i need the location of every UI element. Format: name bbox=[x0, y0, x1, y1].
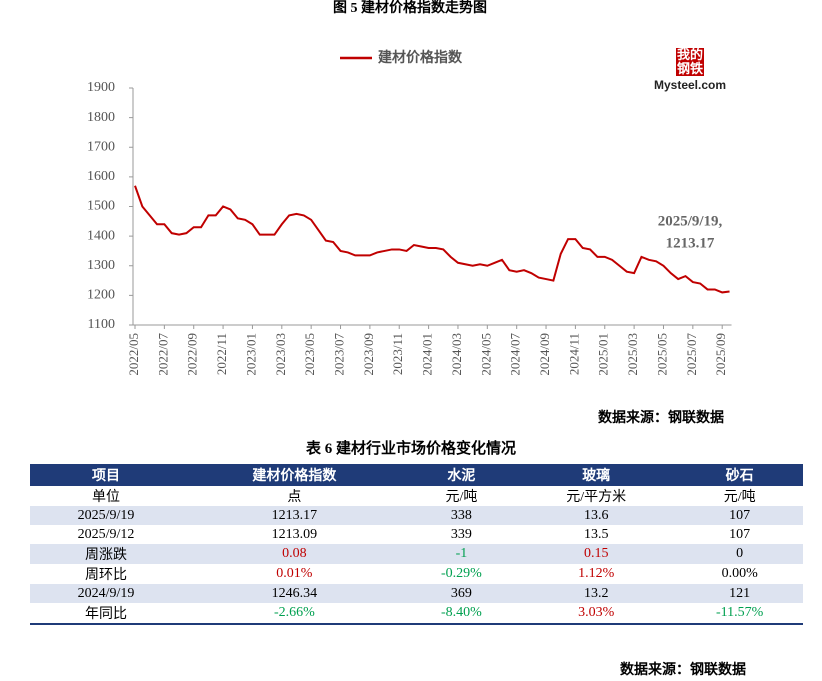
table-cell: 0.15 bbox=[583, 546, 609, 561]
table-cell: 338 bbox=[450, 507, 472, 523]
y-tick-label: 1700 bbox=[87, 139, 115, 154]
table-cell: 1213.09 bbox=[271, 526, 318, 542]
x-tick-label: 2025/03 bbox=[625, 333, 640, 376]
x-tick-label: 2023/11 bbox=[390, 333, 405, 375]
table-cell: 107 bbox=[729, 526, 751, 542]
table-cell: 13.2 bbox=[583, 585, 609, 601]
table-cell: 0.08 bbox=[282, 546, 307, 561]
annotation: 1213.17 bbox=[666, 235, 715, 251]
table-cell: 0.00% bbox=[721, 566, 758, 581]
table-row: 年同比 -2.66% -8.40% 3.03% -11.57% bbox=[30, 603, 803, 624]
y-tick-label: 1300 bbox=[87, 258, 115, 273]
table-cell: 2024/9/19 bbox=[77, 585, 135, 601]
table-cell: 点 bbox=[287, 490, 302, 505]
x-tick-label: 2024/09 bbox=[537, 333, 552, 376]
table-cell: 元/吨 bbox=[445, 490, 478, 505]
logo: 我的钢铁 Mysteel.com bbox=[650, 47, 730, 93]
x-tick-label: 2022/05 bbox=[126, 333, 141, 376]
x-tick-label: 2023/01 bbox=[243, 333, 258, 376]
table-cell: 0 bbox=[736, 546, 744, 561]
table-cell: -0.29% bbox=[441, 566, 482, 581]
legend-label: 建材价格指数 bbox=[378, 49, 463, 66]
table-cell: 周涨跌 bbox=[84, 548, 127, 563]
y-tick-label: 1800 bbox=[87, 110, 115, 125]
table-cell: -11.57% bbox=[716, 605, 764, 620]
table-cell: 369 bbox=[450, 585, 472, 601]
table-cell: 2025/9/19 bbox=[77, 507, 135, 523]
table-cell: 单位 bbox=[91, 490, 120, 505]
table-row: 2025/9/19 1213.17 338 13.6 107 bbox=[30, 506, 803, 525]
x-tick-label: 2023/03 bbox=[273, 333, 288, 376]
series-line bbox=[134, 185, 730, 294]
source: 数据来源：钢联数据 bbox=[598, 409, 724, 426]
header-cell: 建材价格指数 bbox=[252, 469, 337, 484]
table-cell: -1 bbox=[455, 546, 468, 561]
footer-source: 数据来源：钢联数据 bbox=[620, 663, 746, 678]
y-tick-label: 1500 bbox=[87, 199, 115, 214]
y-tick-label: 1600 bbox=[87, 169, 115, 184]
x-tick-label: 2022/07 bbox=[155, 333, 170, 376]
y-tick-label: 1200 bbox=[87, 288, 115, 303]
table-cell: 元/吨 bbox=[723, 490, 756, 505]
table-cell: 年同比 bbox=[84, 607, 127, 622]
header-cell: 玻璃 bbox=[582, 469, 611, 484]
table-row: 2025/9/12 1213.09 339 13.5 107 bbox=[30, 525, 803, 544]
y-tick-label: 1900 bbox=[87, 80, 115, 95]
table: 项目 建材价格指数 水泥 玻璃 砂石单位 点 元/吨 元/平方米 元/吨 2025/9/19 121… bbox=[30, 464, 803, 625]
table-cell: 3.03% bbox=[578, 605, 615, 620]
table-row: 2024/9/19 1246.34 369 13.2 121 bbox=[30, 584, 803, 603]
header-cell: 水泥 bbox=[447, 469, 476, 484]
x-tick-label: 2023/09 bbox=[361, 333, 376, 376]
table-cell: 107 bbox=[729, 507, 751, 523]
table-cell: 周环比 bbox=[84, 568, 127, 583]
table-title: 表 6 建材行业市场价格变化情况 bbox=[305, 441, 516, 457]
figure-title: 图 5 建材价格指数走势图 bbox=[333, 0, 487, 16]
table-cell: 339 bbox=[450, 526, 472, 542]
x-tick-label: 2022/11 bbox=[214, 333, 229, 375]
x-tick-label: 2024/03 bbox=[449, 333, 464, 376]
x-tick-label: 2025/07 bbox=[684, 333, 699, 376]
table-cell: 1.12% bbox=[578, 566, 615, 581]
annotation: 2025/9/19, bbox=[658, 213, 723, 229]
table-row: 周环比 0.01% -0.29% 1.12% 0.00% bbox=[30, 564, 803, 584]
table-cell: 1213.17 bbox=[271, 507, 318, 523]
x-tick-label: 2024/05 bbox=[478, 333, 493, 376]
logo-mark: 我的钢铁 bbox=[676, 47, 704, 76]
header-cell: 砂石 bbox=[725, 469, 754, 484]
x-tick-label: 2023/05 bbox=[302, 333, 317, 376]
x-tick-label: 2025/09 bbox=[713, 333, 728, 376]
table-cell: 121 bbox=[729, 585, 751, 601]
x-tick-label: 2024/07 bbox=[508, 333, 523, 376]
table-cell: 13.5 bbox=[583, 526, 609, 542]
y-tick-label: 1400 bbox=[87, 228, 115, 243]
x-tick-label: 2025/01 bbox=[596, 333, 611, 376]
x-tick-label: 2022/09 bbox=[185, 333, 200, 376]
x-tick-label: 2024/11 bbox=[566, 333, 581, 375]
table-cell: -2.66% bbox=[273, 605, 315, 620]
table-cell: 元/平方米 bbox=[566, 490, 627, 505]
table-cell: 1246.34 bbox=[271, 585, 318, 601]
x-tick-label: 2023/07 bbox=[332, 333, 347, 376]
table-row: 周涨跌 0.08 -1 0.15 0 bbox=[30, 544, 803, 564]
header-cell: 项目 bbox=[91, 469, 120, 484]
x-tick-label: 2025/05 bbox=[654, 333, 669, 376]
header-row: 项目 建材价格指数 水泥 玻璃 砂石 bbox=[30, 464, 803, 486]
table-cell: 0.01% bbox=[276, 566, 313, 581]
chart: 图 5 建材价格指数走势图 数据来源：钢联数据 1100 1200 1300 1400… bbox=[87, 0, 732, 426]
logo-name: Mysteel.com bbox=[653, 78, 727, 92]
table-cell: 13.6 bbox=[583, 507, 609, 523]
y-tick-label: 1100 bbox=[88, 317, 115, 332]
x-tick-label: 2024/01 bbox=[420, 333, 435, 376]
table-cell: 2025/9/12 bbox=[77, 526, 135, 542]
table-cell: -8.40% bbox=[441, 605, 482, 620]
table-row: 单位 点 元/吨 元/平方米 元/吨 bbox=[30, 486, 803, 506]
